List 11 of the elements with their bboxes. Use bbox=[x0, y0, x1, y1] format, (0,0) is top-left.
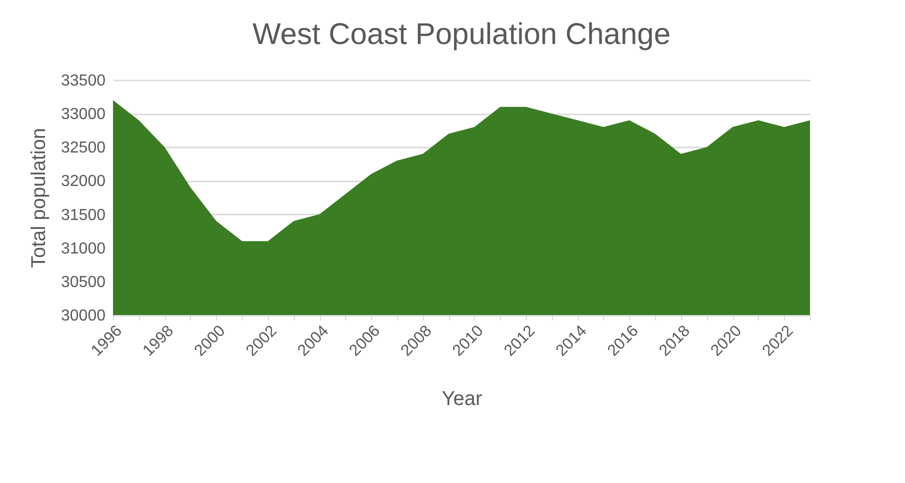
y-tick-label: 30500 bbox=[61, 274, 106, 291]
x-axis-title: Year bbox=[442, 388, 483, 410]
y-tick-label: 31000 bbox=[61, 240, 106, 258]
y-tick-label: 32500 bbox=[61, 140, 106, 157]
y-tick-label: 31500 bbox=[61, 206, 106, 224]
y-tick-label: 32000 bbox=[61, 173, 106, 190]
y-axis-title: Total population bbox=[28, 128, 50, 268]
y-tick-label: 33500 bbox=[61, 72, 106, 90]
y-tick-label: 33000 bbox=[61, 106, 106, 124]
y-tick-label: 30000 bbox=[61, 308, 106, 324]
chart-title: West Coast Population Change bbox=[252, 18, 671, 51]
